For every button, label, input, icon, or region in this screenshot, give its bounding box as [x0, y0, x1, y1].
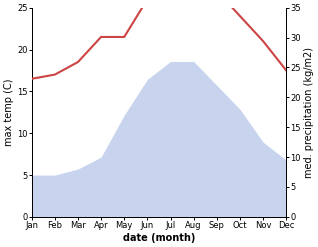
X-axis label: date (month): date (month): [123, 233, 195, 243]
Y-axis label: med. precipitation (kg/m2): med. precipitation (kg/m2): [304, 47, 314, 178]
Y-axis label: max temp (C): max temp (C): [4, 79, 14, 146]
